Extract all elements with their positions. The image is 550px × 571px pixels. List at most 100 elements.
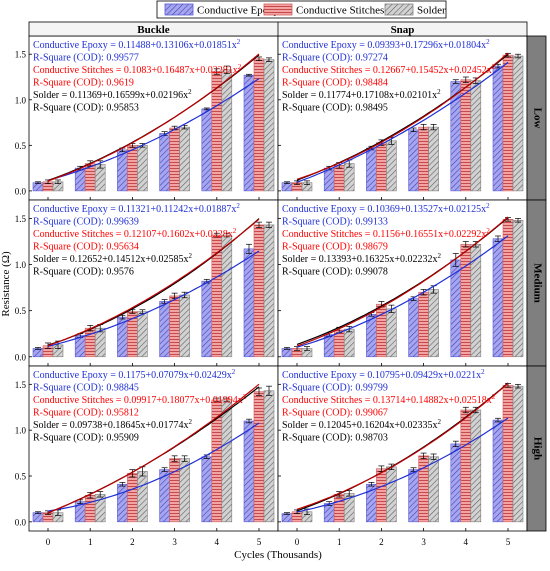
superscript-2: 2 [243,393,247,401]
equation-epoxy: Conductive Epoxy = 0.11321+0.11242x+0.01… [33,202,240,215]
panel-frame [277,199,528,367]
y-tick-label: 0.0 [15,186,27,196]
equation-stitches: Conductive Stitches = 0.1156+0.16551x+0.… [282,227,490,240]
x-tick-label: 1 [88,537,93,547]
bar-solder-5 [263,390,275,523]
panel-snap-medium: Conductive Epoxy = 0.10369+0.13527x+0.02… [277,199,528,367]
r-square-solder: R-Square (COD): 0.98495 [282,103,388,114]
bar-epoxy-1 [323,503,335,523]
bar-stitches-1 [333,165,345,192]
x-tick-label: 0 [46,537,51,547]
bar-epoxy-4 [450,443,462,523]
r-square-solder: R-Square (COD): 0.95909 [33,433,139,444]
x-tick-label: 5 [257,537,262,547]
superscript-2: 2 [188,88,192,96]
equation-epoxy: Conductive Epoxy = 0.1175+0.07079x+0.024… [33,368,236,381]
bar-stitches-2 [376,468,387,523]
y-tick-label: 0.0 [15,352,27,362]
superscript-2: 2 [486,227,490,235]
superscript-2: 2 [492,63,496,71]
bar-solder-3 [179,126,190,192]
x-tick-label: 4 [464,537,469,547]
fit-curve-epoxy [47,78,260,181]
r-square-stitches: R-Square (COD): 0.98484 [282,78,388,89]
superscript-2: 2 [232,368,236,376]
equation-stitches: Conductive Stitches = 0.13714+0.14882x+0… [282,393,496,406]
equation-solder: Solder = 0.12652+0.14512x+0.02585x2 [33,252,193,265]
bar-solder-5 [512,385,524,523]
x-tick-label: 4 [215,537,220,547]
equation-solder: Solder = 0.11369+0.16599x+0.02196x2 [33,88,192,101]
bar-solder-3 [428,456,439,523]
fit-curve-stitches [296,216,509,347]
x-tick-label: 5 [506,537,511,547]
bar-stitches-5 [253,58,265,192]
y-tick-label: 0.5 [15,306,27,316]
fit-curve-stitches [47,53,260,182]
superscript-2: 2 [189,252,193,260]
bar-epoxy-3 [159,133,170,192]
bar-epoxy-5 [492,65,504,192]
fit-curve-epoxy [296,417,509,513]
bar-epoxy-2 [366,147,377,192]
bar-solder-2 [386,308,397,358]
bar-epoxy-5 [243,420,255,523]
bar-stitches-2 [376,142,387,192]
bar-solder-5 [263,59,275,192]
superscript-2: 2 [437,88,441,96]
x-tick-label: 2 [130,537,135,547]
panels: 0.0 0.5 1.0 1.5 Conductive Epoxy = 0.11488+0… [15,35,528,532]
bar-stitches-1 [333,494,345,523]
superscript-2: 2 [237,38,241,46]
fit-curve-epoxy [296,235,509,348]
superscript-2: 2 [481,368,485,376]
bar-epoxy-5 [243,74,255,192]
x-tick-label: 3 [421,537,426,547]
x-axis-title: Cycles (Thousands) [234,549,322,561]
panel-buckle-high: 0.0 0.5 1.0 1.5 Conductive Epoxy = 0.1175+0.… [15,365,279,532]
bar-epoxy-3 [408,469,419,523]
r-square-epoxy: R-Square (COD): 0.99577 [33,53,139,64]
panel-frame [277,365,528,532]
x-tick-label: 0 [295,537,300,547]
r-square-epoxy: R-Square (COD): 0.99639 [33,217,139,228]
legend-swatch-stitches [263,3,293,16]
bar-solder-1 [343,328,355,358]
bar-stitches-4 [211,71,223,192]
bar-solder-3 [179,294,190,358]
bar-stitches-5 [253,224,265,358]
bar-epoxy-3 [408,129,419,192]
fit-curve-epoxy [47,422,260,512]
equation-solder: Solder = 0.12045+0.16204x+0.02335x2 [282,418,442,431]
y-tick-label: 1.0 [15,95,27,105]
superscript-2: 2 [486,38,490,46]
legend-label-stitches: Conductive Stitches [296,5,384,17]
panel-snap-high: Conductive Epoxy = 0.10795+0.09429x+0.02… [277,365,528,532]
bar-epoxy-4 [201,280,213,358]
r-square-solder: R-Square (COD): 0.9576 [33,267,134,278]
row-strip-high [526,365,547,532]
panel-frame [277,35,528,201]
column-header-buckle: Buckle [137,24,170,36]
bar-stitches-4 [460,243,472,358]
equation-solder: Solder = 0.09738+0.18645x+0.01774x2 [33,418,193,431]
r-square-epoxy: R-Square (COD): 0.99133 [282,217,388,228]
bar-stitches-2 [127,472,138,523]
y-tick-label: 0.5 [15,472,27,482]
bar-solder-5 [512,55,524,192]
r-square-stitches: R-Square (COD): 0.99067 [282,408,388,419]
equation-epoxy: Conductive Epoxy = 0.10795+0.09429x+0.02… [282,368,485,381]
bar-solder-5 [263,224,275,358]
bar-epoxy-4 [201,108,213,192]
r-square-stitches: R-Square (COD): 0.98679 [282,242,388,253]
y-tick-label: 1.5 [15,214,27,224]
row-label-low: Low [531,108,543,129]
bar-solder-4 [221,399,233,523]
bar-stitches-5 [253,391,265,523]
r-square-epoxy: R-Square (COD): 0.97274 [282,53,388,64]
x-tick-label: 1 [337,537,342,547]
row-label-medium: Medium [531,263,543,303]
bar-solder-5 [512,219,524,358]
legend-label-solder: Solder [417,5,446,17]
